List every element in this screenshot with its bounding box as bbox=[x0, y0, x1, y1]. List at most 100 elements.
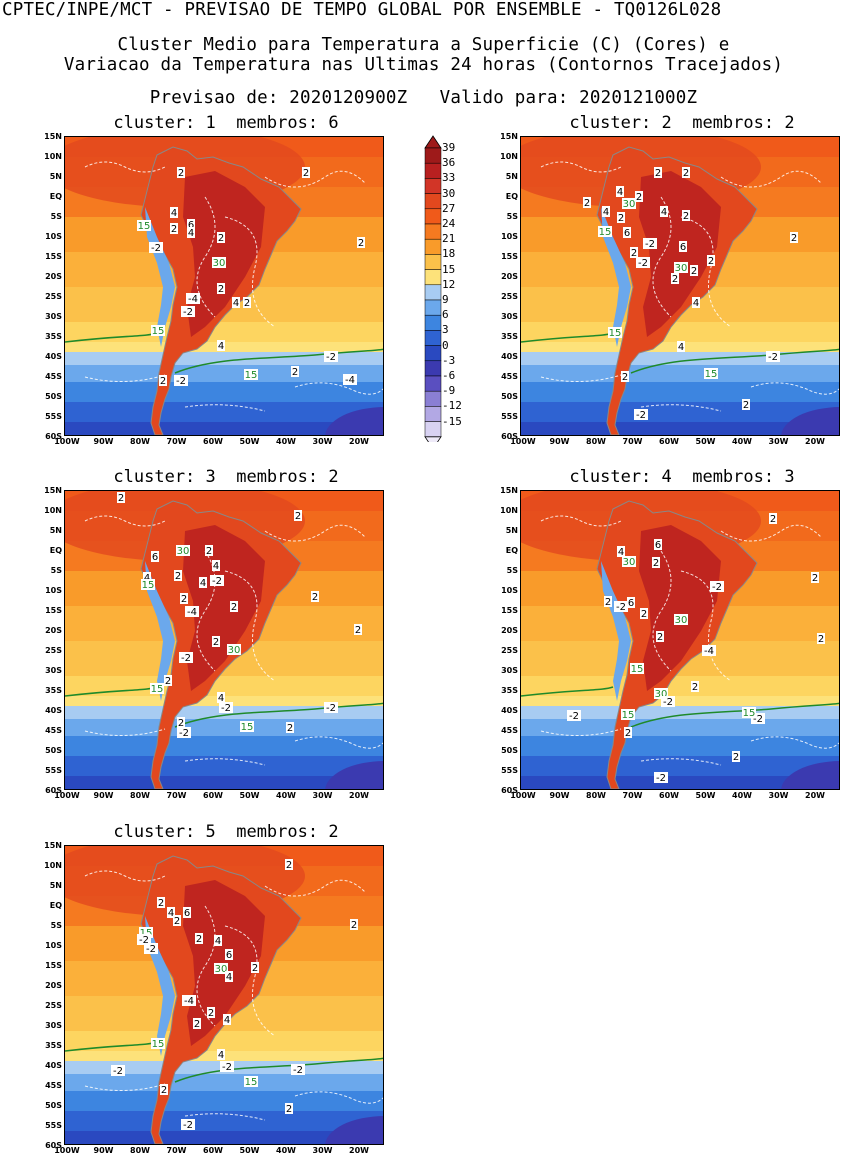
lat-label: 35S bbox=[501, 686, 518, 695]
colorbar-segment bbox=[424, 421, 442, 438]
svg-text:2: 2 bbox=[655, 168, 661, 179]
contour-label: -2 bbox=[174, 375, 188, 387]
lat-label: 10N bbox=[500, 506, 518, 515]
svg-text:2: 2 bbox=[231, 602, 237, 613]
colorbar-segment bbox=[424, 406, 442, 422]
colorbar-segment bbox=[424, 390, 442, 407]
svg-text:4: 4 bbox=[200, 578, 206, 589]
svg-text:30: 30 bbox=[213, 258, 226, 269]
svg-text:2: 2 bbox=[733, 752, 739, 763]
svg-text:-2: -2 bbox=[181, 653, 191, 664]
lat-label: 5S bbox=[50, 212, 62, 221]
variation-contour bbox=[294, 1091, 383, 1104]
colorbar-label: -6 bbox=[442, 369, 456, 382]
temperature-band bbox=[65, 422, 383, 435]
lat-label: 15N bbox=[44, 132, 62, 141]
lat-label: 55S bbox=[501, 412, 518, 421]
svg-text:6: 6 bbox=[184, 908, 190, 919]
contour-label: 4 bbox=[602, 206, 610, 218]
contour-label: 2 bbox=[354, 624, 362, 636]
lat-label: 25S bbox=[501, 292, 518, 301]
variation-contour bbox=[540, 728, 622, 736]
lat-label: 15N bbox=[44, 841, 62, 850]
contour-label: 6 bbox=[187, 219, 195, 231]
variation-contour bbox=[84, 1083, 166, 1091]
cold-region bbox=[781, 407, 839, 435]
contour-label: -2 bbox=[567, 710, 581, 722]
svg-text:15: 15 bbox=[245, 370, 258, 381]
lat-label: 45S bbox=[501, 372, 518, 381]
variation-contour bbox=[640, 758, 722, 766]
svg-text:4: 4 bbox=[171, 208, 177, 219]
colorbar-label: 36 bbox=[442, 156, 456, 170]
lon-label: 40W bbox=[276, 437, 296, 446]
svg-text:2: 2 bbox=[683, 168, 689, 179]
temperature-band bbox=[65, 1031, 383, 1051]
contour-label: -2 bbox=[324, 351, 338, 363]
contour-label: 15 bbox=[141, 579, 155, 591]
lon-label: 100W bbox=[54, 437, 80, 446]
svg-text:-2: -2 bbox=[656, 773, 666, 784]
lat-label: 10S bbox=[501, 232, 518, 241]
contour-label: 2 bbox=[691, 681, 699, 693]
lon-label: 90W bbox=[93, 791, 114, 800]
lat-label: 15S bbox=[501, 606, 518, 615]
contour-label: 6 bbox=[623, 227, 631, 239]
svg-text:4: 4 bbox=[218, 693, 224, 704]
contour-label: -4 bbox=[343, 374, 357, 386]
lon-label: 20W bbox=[349, 791, 369, 800]
contour-label: 2 bbox=[170, 223, 178, 235]
colorbar-label: -9 bbox=[442, 384, 456, 398]
colorbar-segment bbox=[424, 269, 442, 286]
lat-label: 15N bbox=[500, 486, 518, 495]
contour-label: -2 bbox=[751, 713, 765, 725]
temperature-band bbox=[521, 352, 839, 365]
contour-label: 6 bbox=[679, 241, 687, 253]
svg-text:2: 2 bbox=[791, 233, 797, 244]
lat-label: 10S bbox=[45, 586, 62, 595]
contour-label: 15 bbox=[621, 709, 635, 721]
lat-label: 40S bbox=[45, 1061, 62, 1070]
lat-label: 55S bbox=[45, 1121, 62, 1130]
contour-label: 4 bbox=[223, 1014, 231, 1026]
lat-label: 20S bbox=[501, 272, 518, 281]
contour-label: 2 bbox=[193, 1018, 201, 1030]
svg-text:-2: -2 bbox=[293, 1065, 303, 1076]
contour-label: -2 bbox=[149, 242, 163, 254]
contour-label: 2 bbox=[159, 375, 167, 387]
header-title-line-2: Variacao da Temperatura nas Ultimas 24 h… bbox=[63, 55, 784, 75]
contour-label: 2 bbox=[656, 631, 664, 643]
lat-label: 20S bbox=[45, 272, 62, 281]
lat-label: 60S bbox=[45, 1141, 62, 1150]
lat-label: EQ bbox=[49, 192, 62, 201]
contour-label: 2 bbox=[690, 265, 698, 277]
contour-label: -2 bbox=[219, 702, 233, 714]
colorbar-label: 27 bbox=[442, 201, 456, 215]
contour-label: -2 bbox=[179, 652, 193, 664]
svg-text:2: 2 bbox=[161, 1085, 167, 1096]
andes-cold-strip bbox=[145, 561, 175, 701]
contour-label: 15 bbox=[608, 327, 622, 339]
temperature-band bbox=[521, 402, 839, 422]
colorbar-segment bbox=[424, 223, 442, 240]
svg-text:2: 2 bbox=[672, 274, 678, 285]
lon-label: 20W bbox=[805, 791, 825, 800]
svg-text:2: 2 bbox=[295, 511, 301, 522]
variation-contour bbox=[640, 404, 722, 412]
svg-text:2: 2 bbox=[181, 594, 187, 605]
colorbar-max-arrow bbox=[424, 135, 442, 149]
contour-label: 4 bbox=[677, 341, 685, 353]
lon-label: 30W bbox=[312, 791, 333, 800]
svg-text:4: 4 bbox=[168, 908, 174, 919]
lon-label: 40W bbox=[732, 437, 752, 446]
contour-label: 4 bbox=[199, 577, 207, 589]
contour-label: -2 bbox=[291, 1064, 305, 1076]
lon-label: 100W bbox=[54, 1146, 80, 1155]
lat-label: 50S bbox=[501, 746, 518, 755]
lat-label: 60S bbox=[501, 786, 518, 795]
svg-text:-2: -2 bbox=[183, 1120, 193, 1131]
lon-label: 50W bbox=[239, 791, 260, 800]
panel-2-title: cluster: 2 membros: 2 bbox=[569, 113, 795, 133]
contour-label: 2 bbox=[160, 1084, 168, 1096]
